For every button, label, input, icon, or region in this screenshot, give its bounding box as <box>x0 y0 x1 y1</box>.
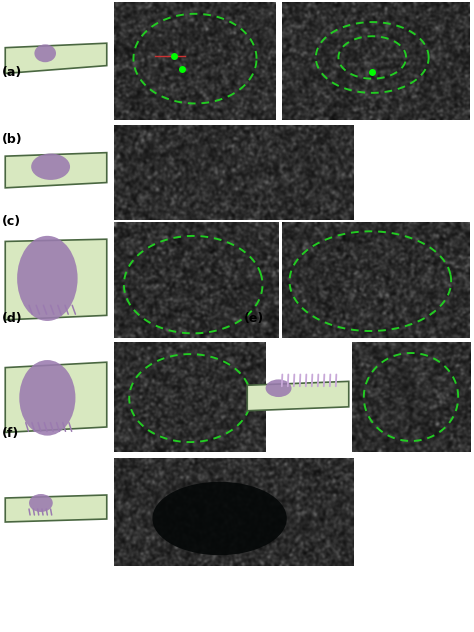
Ellipse shape <box>35 44 56 62</box>
Text: (b): (b) <box>2 133 23 146</box>
Text: (a): (a) <box>2 66 23 79</box>
Polygon shape <box>5 153 107 188</box>
Ellipse shape <box>265 379 292 397</box>
Polygon shape <box>5 239 107 320</box>
Polygon shape <box>247 381 349 411</box>
Ellipse shape <box>153 482 287 555</box>
Polygon shape <box>5 495 107 522</box>
Text: (f): (f) <box>2 427 19 440</box>
Ellipse shape <box>29 494 53 512</box>
Polygon shape <box>5 43 107 73</box>
Ellipse shape <box>31 154 70 180</box>
Ellipse shape <box>19 360 75 435</box>
Text: (e): (e) <box>244 312 264 325</box>
Ellipse shape <box>17 236 78 321</box>
Polygon shape <box>5 362 107 432</box>
Text: (c): (c) <box>2 215 21 228</box>
Text: (d): (d) <box>2 312 23 325</box>
